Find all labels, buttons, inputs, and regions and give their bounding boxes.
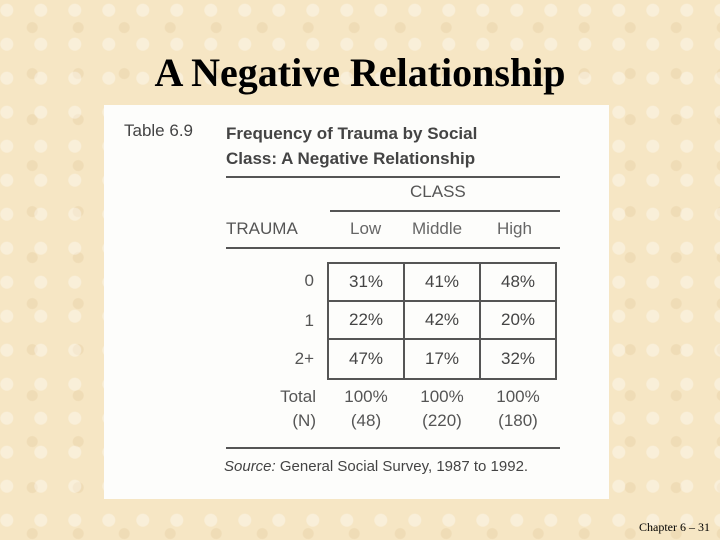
source-text: General Social Survey, 1987 to 1992. [275,458,529,475]
table-cell: 41% [405,264,481,302]
table-heading-line-2: Class: A Negative Relationship [226,149,476,168]
table-cell: 48% [481,264,555,302]
table-cell: 20% [481,302,555,340]
column-group-label: CLASS [410,182,466,201]
column-header-low: Low [350,219,382,238]
row-label-1: 1 [304,311,314,330]
total-high: 100% [496,387,540,406]
n-low: (48) [350,411,382,430]
column-header-high: High [497,219,532,238]
table-heading-line-1: Frequency of Trauma by Social [226,124,478,143]
table-cell: 17% [405,340,481,378]
table-cell: 32% [500,349,536,368]
top-rule [226,176,560,178]
source-label: Source: [224,458,276,475]
table-source: Source: General Social Survey, 1987 to 1… [224,458,528,475]
header-rule [226,247,560,249]
n-label: (N) [292,411,316,430]
table-cell: 42% [405,302,481,340]
table-figure: Table 6.9 Frequency of Trauma by Social … [104,105,609,499]
table-number: Table 6.9 [124,121,193,140]
row-label-0: 0 [304,271,314,290]
total-low: 100% [344,387,388,406]
total-middle: 100% [420,387,464,406]
table-heading: Frequency of Trauma by Social Class: A N… [226,121,556,171]
table-cell: 22% [329,302,405,340]
table-cell: 47% [329,340,405,378]
slide-title: A Negative Relationship [154,50,566,95]
data-grid: 31% 41% 48% 22% 42% 20% 47% 17% 32% [327,262,557,380]
n-high: (180) [498,411,538,430]
slide-footer: Chapter 6 – 31 [639,520,710,534]
class-rule [330,210,560,212]
total-label: Total [280,387,316,406]
bottom-rule [226,447,560,449]
row-header: TRAUMA [226,219,298,238]
table-cell: 31% [329,264,405,302]
n-middle: (220) [422,411,462,430]
row-label-2plus: 2+ [294,349,314,368]
column-header-middle: Middle [412,219,463,238]
